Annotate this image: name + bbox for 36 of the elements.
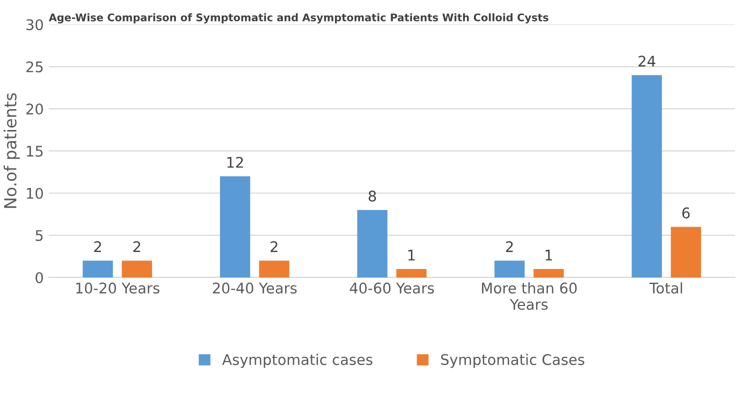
bar: [396, 269, 427, 278]
bar: [494, 260, 525, 278]
data-label: 1: [408, 250, 415, 260]
data-label: 24: [638, 56, 656, 66]
x-tick-label: 20-40 Years: [212, 282, 297, 294]
y-tick-label: 15: [26, 146, 43, 157]
bar: [259, 260, 290, 278]
bar: [122, 260, 152, 278]
y-tick-label: 5: [36, 230, 43, 242]
bar: [670, 226, 702, 278]
x-tick-label: 10-20 Years: [76, 282, 160, 294]
data-label: 12: [227, 156, 243, 168]
bar: [82, 260, 113, 278]
data-label: 2: [270, 241, 278, 252]
y-axis-title: No.of patients: [4, 93, 20, 208]
bar: [632, 75, 662, 278]
y-tick-label: 30: [26, 19, 43, 30]
bar: [534, 269, 564, 278]
data-label: 2: [94, 241, 101, 252]
x-tick-label: More than 60 Years: [482, 282, 577, 310]
x-tick-label: Total: [649, 282, 682, 294]
chart-title: Age-Wise Comparison of Symptomatic and Asymptomatic Patients With Colloid Cysts: [48, 13, 548, 24]
data-label: 1: [546, 250, 552, 260]
y-tick-label: 25: [26, 61, 43, 72]
data-label: 2: [506, 241, 513, 252]
legend-label: Asymptomatic cases: [222, 354, 372, 368]
bar: [357, 210, 388, 278]
x-tick-label: 40-60 Years: [350, 282, 434, 294]
legend-label: Symptomatic Cases: [441, 354, 584, 368]
data-label: 8: [368, 190, 376, 202]
bar: [220, 176, 250, 278]
y-tick-label: 0: [36, 272, 43, 284]
data-label: 2: [133, 241, 140, 252]
y-tick-label: 20: [26, 104, 43, 115]
y-tick-label: 10: [26, 188, 43, 199]
data-label: 6: [682, 207, 690, 218]
